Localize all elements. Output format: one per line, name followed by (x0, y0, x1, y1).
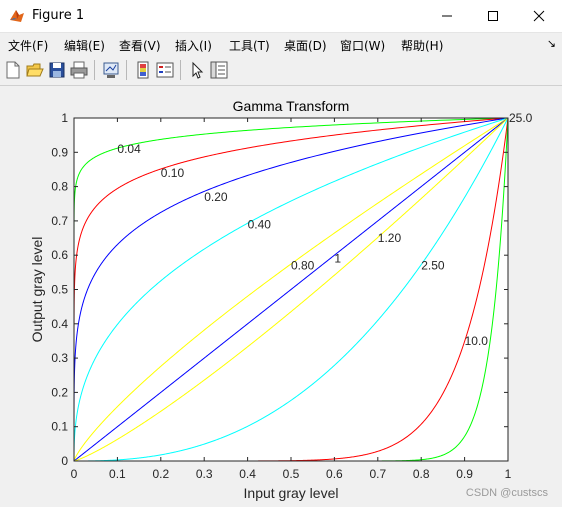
curve-label: 0.04 (117, 142, 141, 156)
curve-gamma-1.20 (73, 117, 509, 462)
y-tick-label: 0 (61, 454, 68, 468)
open-file-icon[interactable] (26, 61, 44, 79)
curve-label: 2.50 (421, 258, 445, 272)
curve-label: 0.80 (291, 258, 315, 272)
title-bar: Figure 1 (0, 0, 562, 33)
link-plot-icon[interactable] (102, 61, 120, 79)
figure-canvas: 0 0.1 0.2 0.3 0.4 0.5 0.6 0.7 0.8 0.9 1 0 0.1 0.2 0.3 0… (0, 86, 562, 507)
gamma-chart: 0 0.1 0.2 0.3 0.4 0.5 0.6 0.7 0.8 0.9 1 0 0.1 0.2 0.3 0… (29, 98, 533, 501)
chevron-right-icon[interactable]: ↘ (546, 37, 556, 50)
x-tick-label: 0.8 (413, 467, 430, 481)
y-tick-label: 0.5 (51, 283, 68, 297)
window-title: Figure 1 (32, 8, 85, 23)
close-icon (533, 10, 545, 22)
x-tick-label: 0.2 (152, 467, 169, 481)
new-figure-icon[interactable] (4, 61, 22, 79)
x-tick-label: 1 (505, 467, 512, 481)
curve-label: 0.40 (248, 217, 272, 231)
y-tick-label: 0.1 (51, 420, 68, 434)
curve-labels: 0.04 0.10 0.20 0.40 0.80 1 1.20 2.50 10.0 25.0 (117, 111, 532, 348)
chart-title: Gamma Transform (233, 98, 350, 114)
y-tick-label: 0.6 (51, 248, 68, 262)
matlab-figure-icon (10, 10, 24, 22)
maximize-button[interactable] (470, 0, 516, 32)
menu-view[interactable]: 查看(V) (119, 39, 161, 53)
x-tick-label: 0.9 (456, 467, 473, 481)
x-tick-label: 0 (71, 467, 78, 481)
close-button[interactable] (516, 0, 562, 32)
menu-desktop[interactable]: 桌面(D) (284, 39, 327, 53)
maximize-icon (488, 11, 498, 21)
property-inspector-icon[interactable] (210, 61, 228, 79)
curve-gamma-2.50 (74, 117, 509, 462)
curve-label: 10.0 (465, 334, 489, 348)
ticks: 0 0.1 0.2 0.3 0.4 0.5 0.6 0.7 0.8 0.9 1 0 0.1 0.2 0.3 0… (51, 111, 511, 481)
save-icon[interactable] (48, 61, 66, 79)
menu-file[interactable]: 文件(F) (8, 39, 49, 53)
y-axis-label: Output gray level (29, 237, 45, 343)
x-axis-label: Input gray level (244, 485, 339, 501)
toolbar (0, 55, 562, 86)
curve-label: 25.0 (509, 111, 533, 125)
y-tick-label: 0.8 (51, 180, 68, 194)
axes-box (73, 117, 509, 462)
pointer-icon[interactable] (188, 61, 206, 79)
y-tick-label: 0.2 (51, 385, 68, 399)
menu-edit[interactable]: 编辑(E) (64, 39, 105, 53)
menu-tools[interactable]: 工具(T) (229, 39, 270, 53)
x-tick-label: 0.3 (196, 467, 213, 481)
minimize-button[interactable] (424, 0, 470, 32)
x-tick-label: 0.4 (239, 467, 256, 481)
menu-bar: 文件(F) 编辑(E) 查看(V) 插入(I) 工具(T) 桌面(D) 窗口(W… (0, 33, 562, 55)
y-tick-label: 1 (61, 111, 68, 125)
x-tick-label: 0.7 (369, 467, 386, 481)
y-tick-label: 0.4 (51, 317, 68, 331)
x-tick-label: 0.6 (326, 467, 343, 481)
minimize-icon (442, 15, 452, 17)
curve-label: 1.20 (378, 231, 402, 245)
curve-label: 0.20 (204, 190, 228, 204)
curve-label: 0.10 (161, 166, 185, 180)
y-tick-label: 0.7 (51, 214, 68, 228)
insert-colorbar-icon[interactable] (134, 61, 152, 79)
menu-window[interactable]: 窗口(W) (340, 39, 386, 53)
print-icon[interactable] (70, 61, 88, 79)
curve-gamma-1 (73, 117, 509, 462)
menu-insert[interactable]: 插入(I) (175, 39, 212, 53)
menu-help[interactable]: 帮助(H) (401, 39, 444, 53)
y-tick-label: 0.9 (51, 145, 68, 159)
curve-label: 1 (334, 252, 341, 266)
watermark: CSDN @custscs (465, 487, 548, 499)
insert-legend-icon[interactable] (156, 61, 174, 79)
toolbar-separator (180, 60, 181, 80)
x-tick-label: 0.5 (283, 467, 300, 481)
toolbar-separator (94, 60, 95, 80)
x-tick-label: 0.1 (109, 467, 126, 481)
curve-gamma-0.80 (73, 117, 509, 462)
y-tick-label: 0.3 (51, 351, 68, 365)
toolbar-separator (126, 60, 127, 80)
